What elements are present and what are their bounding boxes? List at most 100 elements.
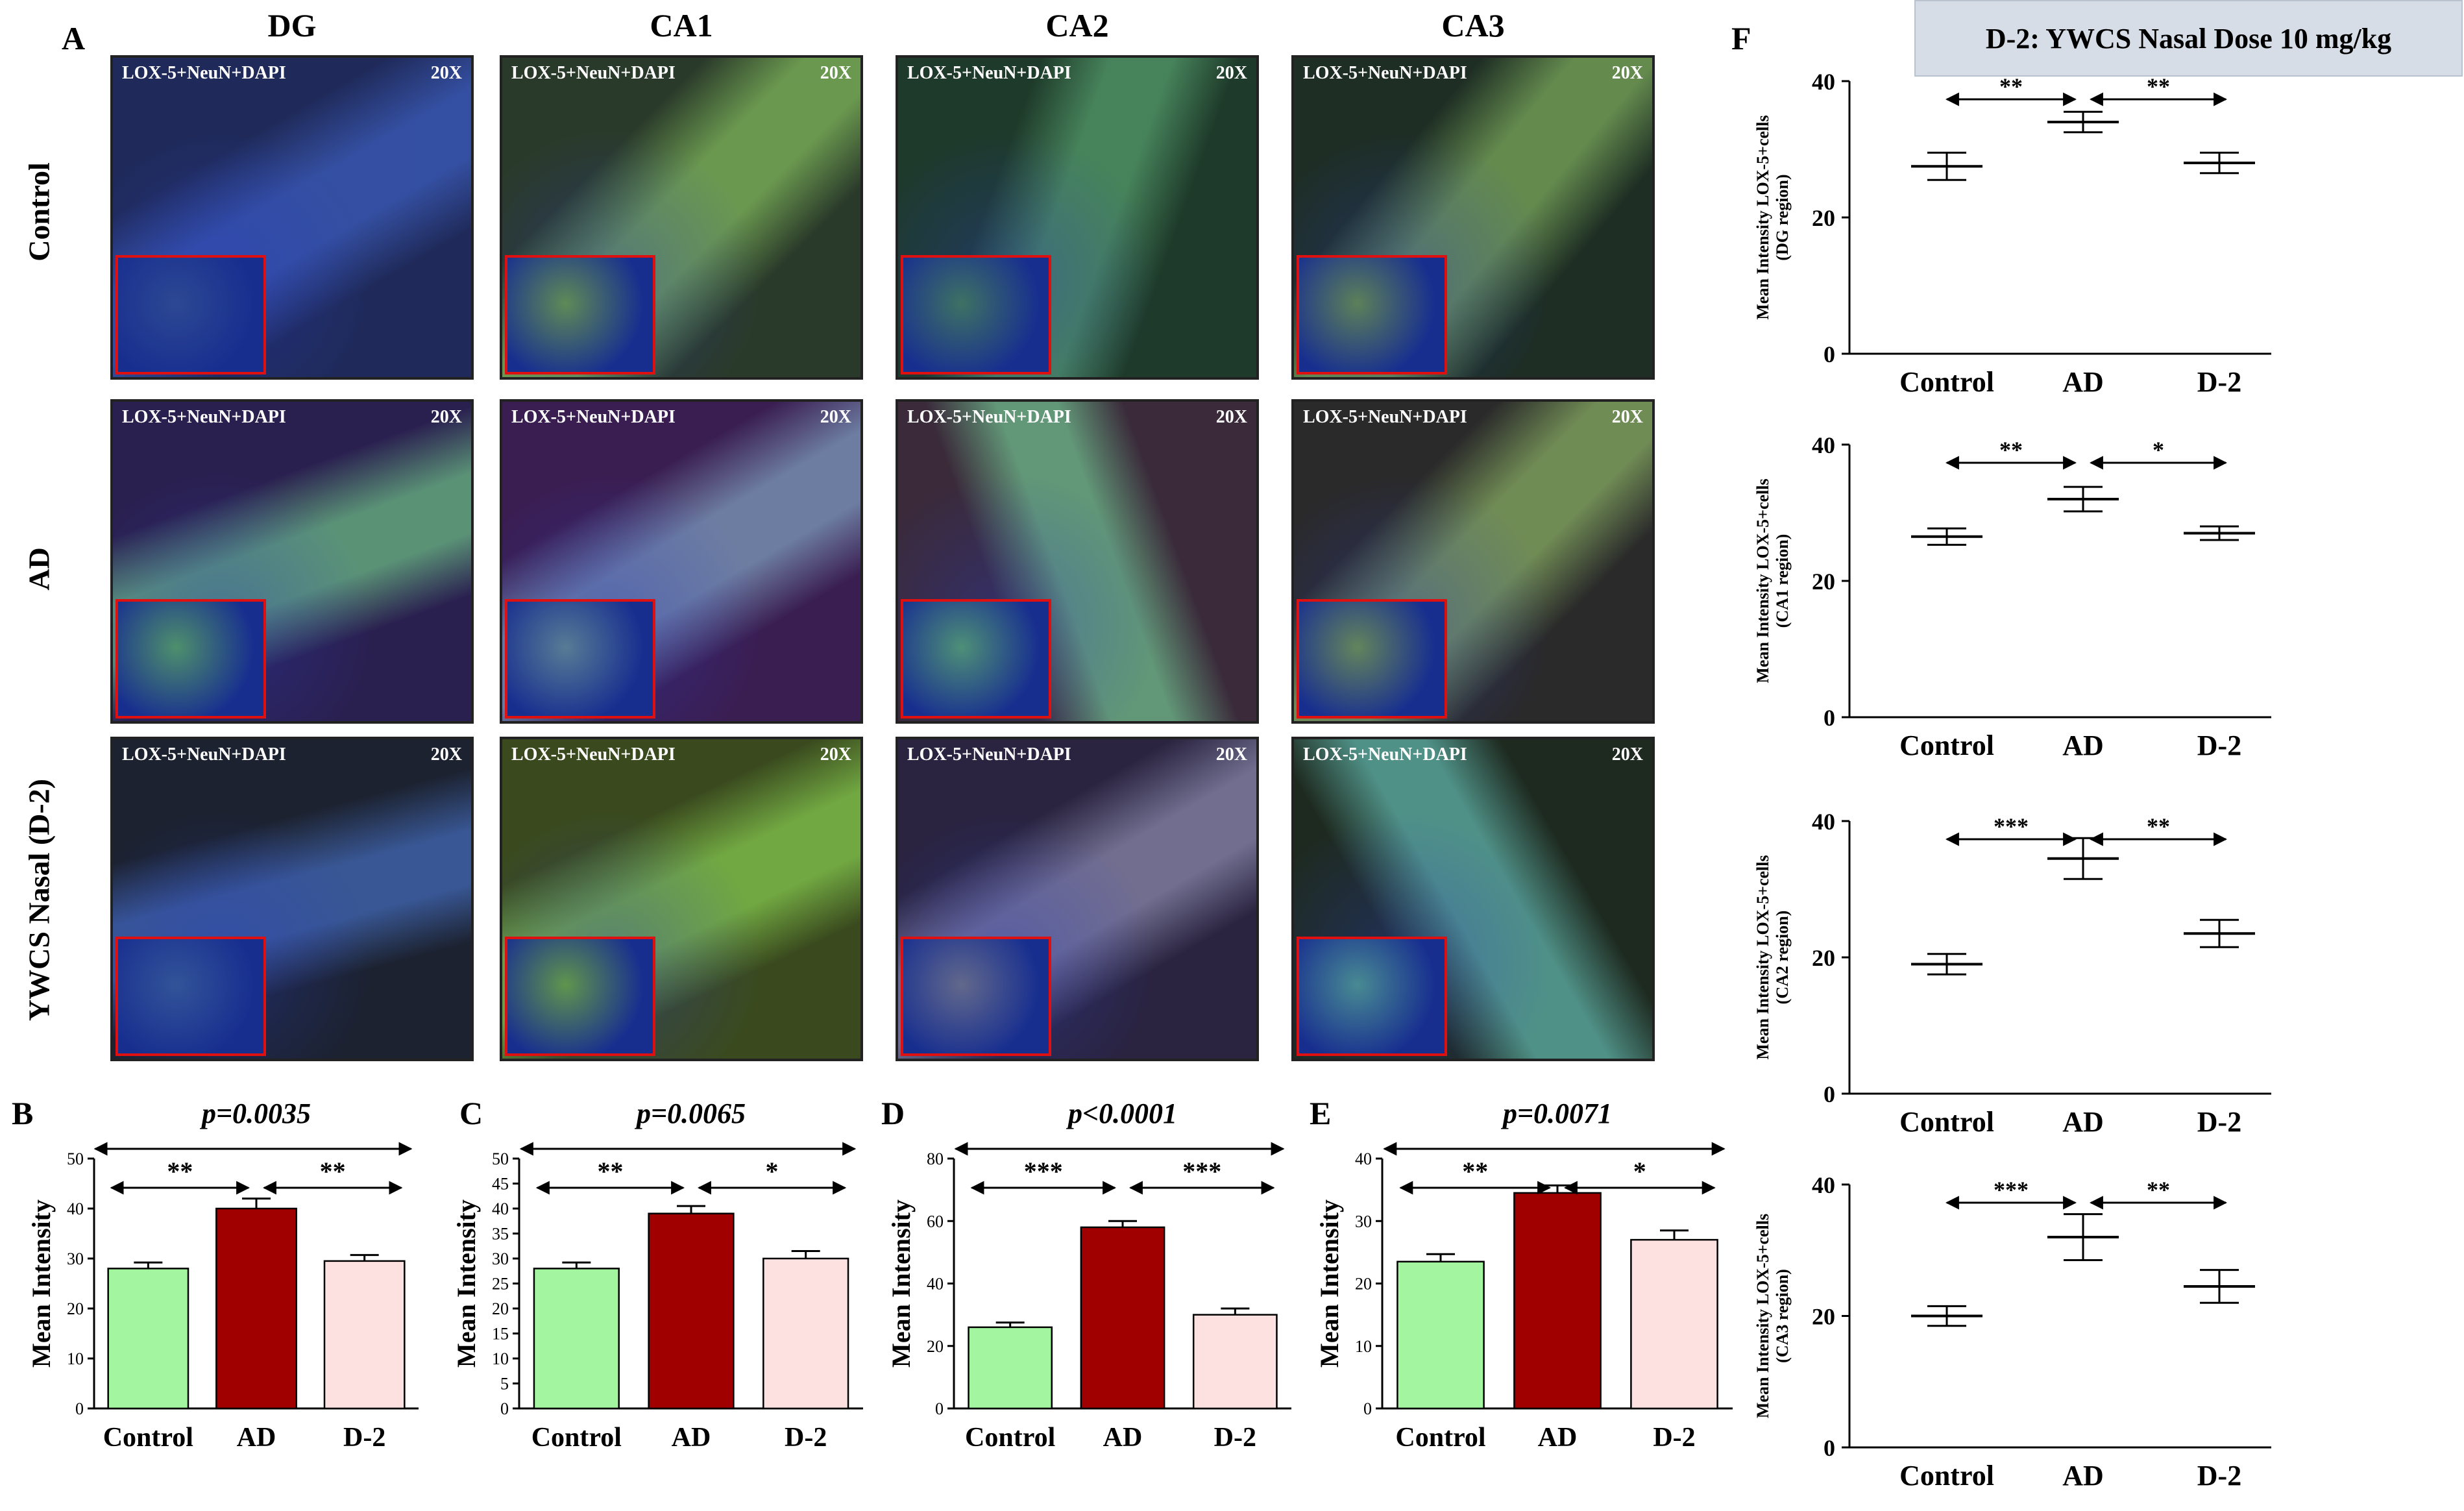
x-tick-label: D-2 <box>2197 1106 2241 1138</box>
y-tick-label: 0 <box>500 1399 509 1418</box>
y-tick-label: 40 <box>1355 1149 1372 1168</box>
stain-caption: LOX-5+NeuN+DAPI <box>122 744 286 765</box>
y-axis-sublabel: (CA3 region) <box>1773 1269 1792 1363</box>
y-tick-label: 10 <box>1355 1337 1372 1356</box>
zoom-inset <box>505 255 655 375</box>
y-tick-label: 10 <box>67 1349 84 1368</box>
zoom-inset <box>1297 255 1447 375</box>
stain-caption: LOX-5+NeuN+DAPI <box>511 744 676 765</box>
significance-stars: * <box>1633 1157 1646 1186</box>
y-tick-label: 0 <box>1824 1435 1835 1461</box>
micrograph: LOX-5+NeuN+DAPI 20X <box>500 399 863 724</box>
bar <box>107 1268 189 1410</box>
micrograph: LOX-5+NeuN+DAPI 20X <box>896 737 1259 1061</box>
x-tick-label: Control <box>531 1423 622 1453</box>
y-tick-label: 20 <box>1812 205 1835 231</box>
magnification-label: 20X <box>1215 744 1247 765</box>
column-header-ca1: CA1 <box>650 7 713 43</box>
y-tick-label: 0 <box>75 1399 84 1418</box>
y-tick-label: 0 <box>935 1399 944 1418</box>
y-tick-label: 10 <box>492 1349 509 1368</box>
micrograph: LOX-5+NeuN+DAPI 20X <box>1291 737 1655 1061</box>
x-tick-label: Control <box>103 1423 193 1453</box>
zoom-inset <box>505 599 655 719</box>
y-tick-label: 40 <box>927 1275 944 1294</box>
x-tick-label: AD <box>1538 1423 1578 1453</box>
significance-stars: ** <box>1462 1157 1488 1186</box>
bar <box>648 1212 735 1410</box>
y-axis-label: Mean Intensity <box>27 1199 56 1368</box>
bar <box>215 1207 297 1410</box>
x-tick-label: AD <box>237 1423 276 1453</box>
bar <box>1397 1260 1485 1410</box>
y-tick-label: 45 <box>492 1175 509 1194</box>
y-axis-label: Mean Intensity LOX-5+cells <box>1753 855 1772 1059</box>
y-axis-sublabel: (DG region) <box>1773 174 1792 260</box>
y-tick-label: 40 <box>1812 809 1835 835</box>
panel-label: E <box>1310 1095 1331 1131</box>
y-axis-label: Mean Intensity <box>1315 1199 1344 1368</box>
p-value: p=0.0035 <box>199 1098 311 1129</box>
y-tick-label: 20 <box>67 1299 84 1318</box>
y-tick-label: 35 <box>492 1225 509 1244</box>
significance-stars: *** <box>1994 813 2029 839</box>
y-tick-label: 80 <box>927 1149 944 1168</box>
chart-f-ca3: 0 20 40 Mean Intensity LOX-5+cells (CA3 regi… <box>1753 1172 2271 1492</box>
y-tick-label: 0 <box>1824 1081 1835 1107</box>
y-tick-label: 40 <box>1812 432 1835 458</box>
panel-label: B <box>12 1095 33 1131</box>
micrograph: LOX-5+NeuN+DAPI 20X <box>1291 399 1655 724</box>
row-label-ad: AD <box>22 547 56 591</box>
magnification-label: 20X <box>1611 407 1643 427</box>
stain-caption: LOX-5+NeuN+DAPI <box>907 63 1071 83</box>
zoom-inset <box>505 937 655 1056</box>
x-tick-label: AD <box>1103 1423 1143 1453</box>
chart-f-dg: 0 20 40 Mean Intensity LOX-5+cells (DG regio… <box>1753 69 2271 398</box>
p-value: p=0.0065 <box>634 1098 746 1129</box>
x-tick-label: D-2 <box>2197 1460 2241 1492</box>
y-tick-label: 5 <box>500 1375 509 1394</box>
magnification-label: 20X <box>1215 407 1247 427</box>
zoom-inset <box>116 599 266 719</box>
p-value: p=0.0071 <box>1500 1098 1612 1129</box>
micrograph: LOX-5+NeuN+DAPI 20X <box>110 399 474 724</box>
panel-label-a: A <box>62 20 86 56</box>
significance-stars: * <box>766 1157 779 1186</box>
x-tick-label: AD <box>2062 730 2104 761</box>
y-axis-sublabel: (CA2 region) <box>1773 911 1792 1005</box>
p-value: p<0.0001 <box>1066 1098 1177 1129</box>
micrograph: LOX-5+NeuN+DAPI 20X <box>896 55 1259 380</box>
x-tick-label: Control <box>1899 1106 1994 1138</box>
bar <box>762 1257 849 1410</box>
bar <box>323 1260 406 1410</box>
bar <box>1513 1192 1602 1410</box>
magnification-label: 20X <box>820 744 851 765</box>
y-axis-label: Mean Intensity LOX-5+cells <box>1753 478 1772 683</box>
zoom-inset <box>901 255 1051 375</box>
zoom-inset <box>116 937 266 1056</box>
magnification-label: 20X <box>430 407 462 427</box>
x-tick-label: Control <box>1395 1423 1485 1453</box>
significance-stars: *** <box>1024 1157 1063 1186</box>
stain-caption: LOX-5+NeuN+DAPI <box>907 744 1071 765</box>
y-tick-label: 15 <box>492 1325 509 1344</box>
micrograph: LOX-5+NeuN+DAPI 20X <box>110 55 474 380</box>
y-tick-label: 40 <box>1812 69 1835 95</box>
y-tick-label: 25 <box>492 1275 509 1294</box>
y-tick-label: 60 <box>927 1212 944 1231</box>
x-tick-label: Control <box>1899 366 1994 398</box>
stain-caption: LOX-5+NeuN+DAPI <box>1303 63 1467 83</box>
stain-caption: LOX-5+NeuN+DAPI <box>122 407 286 427</box>
magnification-label: 20X <box>820 407 851 427</box>
y-axis-label: Mean Intensity <box>452 1199 481 1368</box>
y-tick-label: 20 <box>1812 1304 1835 1330</box>
y-tick-label: 20 <box>1812 569 1835 595</box>
y-tick-label: 30 <box>1355 1212 1372 1231</box>
significance-stars: ** <box>167 1157 193 1186</box>
panel-label: D <box>881 1095 905 1131</box>
magnification-label: 20X <box>1215 63 1247 83</box>
y-tick-label: 20 <box>927 1337 944 1356</box>
significance-stars: ** <box>2147 73 2170 99</box>
y-tick-label: 50 <box>67 1149 84 1168</box>
y-tick-label: 40 <box>1812 1172 1835 1198</box>
